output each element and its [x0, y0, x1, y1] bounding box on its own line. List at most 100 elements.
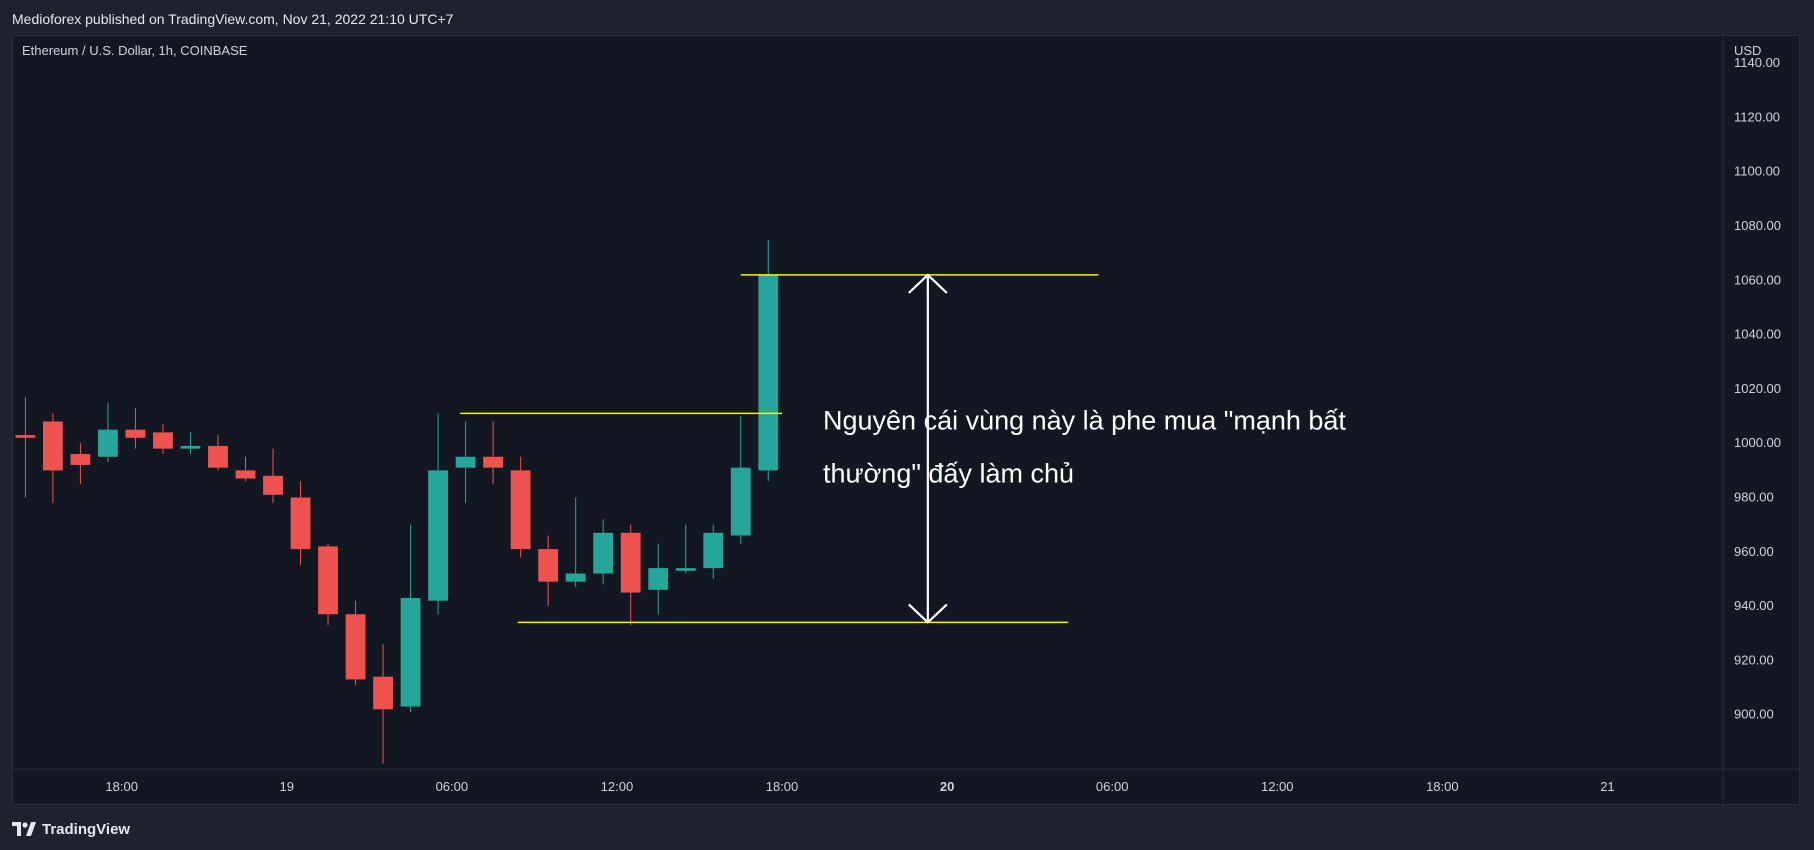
annotation-text-group: Nguyên cái vùng này là phe mua "mạnh bất…	[823, 406, 1346, 489]
price-tick-label: 1000.00	[1734, 435, 1781, 450]
candle-body	[703, 532, 724, 569]
candle-down	[620, 524, 641, 626]
candle-body	[648, 568, 669, 590]
candle-down	[15, 397, 36, 498]
candle-body	[208, 445, 228, 468]
annotation-line: thường" đấy làm chủ	[823, 459, 1074, 489]
candle-up	[593, 519, 614, 585]
level-lines-group	[460, 274, 1099, 624]
candle-up	[428, 413, 448, 615]
candle-body	[455, 456, 476, 468]
arrow-head-top	[908, 273, 948, 294]
candle-up	[730, 416, 751, 544]
candle-down	[263, 448, 283, 503]
annotation-line: Nguyên cái vùng này là phe mua "mạnh bất	[823, 406, 1346, 436]
candle-body	[538, 549, 559, 582]
candle-body	[483, 456, 504, 468]
candle-down	[153, 424, 173, 455]
candle-down	[483, 421, 504, 484]
price-tick-label: 1140.00	[1734, 55, 1780, 70]
time-tick-label: 19	[280, 779, 294, 794]
time-tick-label: 18:00	[105, 779, 138, 794]
time-tick-label: 06:00	[436, 779, 469, 794]
candle-down	[70, 443, 91, 484]
candle-body	[180, 445, 201, 449]
chart-frame[interactable]: Ethereum / U.S. Dollar, 1h, COINBASE USD…	[12, 35, 1800, 805]
candle-body	[565, 573, 586, 582]
candle-body	[153, 432, 173, 449]
price-axis[interactable]: 900.00 920.00 940.00 960.00 980.00 1000.00 102…	[1734, 55, 1781, 722]
price-tick-label: 1080.00	[1734, 218, 1781, 233]
candle-body	[593, 532, 614, 574]
price-tick-label: 1060.00	[1734, 272, 1781, 287]
time-tick-label: 06:00	[1096, 779, 1129, 794]
candle-body	[345, 614, 366, 680]
candle-down	[510, 456, 531, 558]
candle-body	[98, 429, 118, 457]
candle-up	[675, 524, 696, 574]
price-tick-label: 1020.00	[1734, 381, 1781, 396]
candle-down	[538, 535, 559, 607]
tradingview-logo-icon	[12, 822, 36, 836]
candle-up	[455, 421, 476, 503]
candle-down	[373, 644, 393, 764]
plot-area[interactable]	[13, 36, 1723, 769]
candle-body	[400, 597, 421, 707]
candle-down	[318, 543, 338, 626]
candle-down	[208, 435, 228, 471]
price-tick-label: 1100.00	[1734, 164, 1780, 179]
tradingview-brand: TradingView	[42, 820, 131, 838]
candle-body	[318, 546, 338, 615]
candle-up	[703, 524, 724, 579]
candle-body	[235, 470, 256, 479]
time-tick-label: 21	[1600, 779, 1614, 794]
time-tick-label: 18:00	[1426, 779, 1459, 794]
candle-down	[125, 407, 146, 449]
candle-up	[565, 497, 586, 588]
candle-body	[428, 470, 448, 601]
candle-body	[42, 421, 63, 471]
candles-group	[15, 239, 779, 764]
candle-body	[510, 470, 531, 550]
candlestick-chart[interactable]: Ethereum / U.S. Dollar, 1h, COINBASE USD…	[13, 36, 1799, 804]
time-tick-label: 12:00	[1261, 779, 1294, 794]
candle-up	[648, 543, 669, 615]
publish-info: Medioforex published on TradingView.com,…	[12, 11, 454, 27]
candle-body	[620, 532, 641, 593]
candle-up	[98, 402, 118, 463]
time-tick-label: 12:00	[601, 779, 634, 794]
symbol-title: Ethereum / U.S. Dollar, 1h, COINBASE	[22, 43, 248, 58]
price-tick-label: 940.00	[1734, 598, 1774, 613]
candle-body	[730, 467, 751, 536]
candle-body	[70, 454, 91, 465]
candle-body	[290, 497, 311, 550]
arrow-head-bottom	[908, 603, 948, 624]
time-tick-label: 18:00	[766, 779, 799, 794]
price-tick-label: 900.00	[1734, 707, 1774, 722]
candle-body	[15, 435, 36, 438]
price-tick-label: 1120.00	[1734, 109, 1780, 124]
price-tick-label: 920.00	[1734, 652, 1774, 667]
candle-body	[758, 274, 779, 471]
bottom-bar: TradingView	[0, 806, 1814, 850]
candle-body	[675, 568, 696, 571]
tradingview-logo[interactable]: TradingView	[12, 820, 130, 838]
candle-down	[290, 481, 311, 566]
time-axis[interactable]: 18:00 19 06:00 12:00 18:00 20 06:00 12:00 18:00 2…	[105, 779, 1614, 794]
candle-body	[263, 475, 283, 495]
price-tick-label: 1040.00	[1734, 327, 1781, 342]
candle-body	[125, 429, 146, 438]
top-bar: Medioforex published on TradingView.com,…	[0, 0, 1814, 36]
candle-up	[758, 239, 779, 482]
candle-down	[42, 413, 63, 503]
price-tick-label: 980.00	[1734, 490, 1774, 505]
candle-up	[400, 524, 421, 712]
candle-down	[235, 456, 256, 482]
currency-label: USD	[1734, 43, 1761, 58]
range-arrow	[908, 273, 948, 624]
time-tick-label: 20	[940, 779, 954, 794]
candle-down	[345, 600, 366, 685]
candle-body	[373, 676, 393, 710]
price-tick-label: 960.00	[1734, 544, 1774, 559]
candle-up	[180, 432, 201, 455]
